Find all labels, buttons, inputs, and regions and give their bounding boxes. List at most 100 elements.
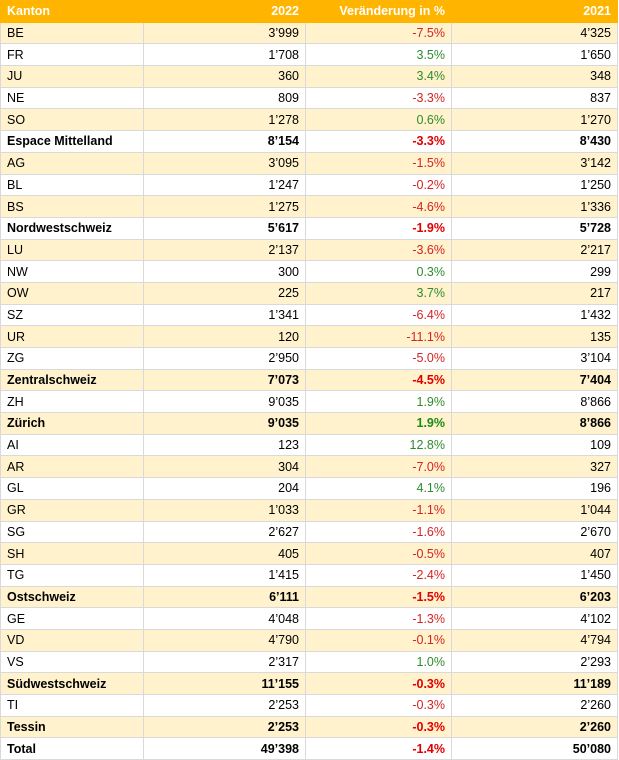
value-2021-cell: 11’189	[451, 672, 618, 695]
table-row: BL 1’247 -0.2% 1’250	[0, 173, 618, 197]
region-subtotal-row: Tessin 2’253 -0.3% 2’260	[0, 715, 618, 739]
kanton-cell: Südwestschweiz	[0, 672, 144, 695]
value-2022-cell: 123	[143, 433, 306, 457]
kanton-cell: NW	[0, 260, 144, 283]
change-cell: -0.3%	[305, 672, 452, 695]
change-cell: -0.1%	[305, 628, 452, 652]
table-row: TG 1’415 -2.4% 1’450	[0, 563, 618, 587]
change-cell: -1.5%	[305, 585, 452, 609]
kanton-cell: BL	[0, 173, 144, 197]
value-2022-cell: 2’627	[143, 520, 306, 544]
kanton-cell: AR	[0, 455, 144, 479]
change-cell: -4.5%	[305, 368, 452, 392]
change-cell: -1.4%	[305, 737, 452, 760]
kanton-cell: GE	[0, 607, 144, 630]
kanton-cell: Total	[0, 737, 144, 760]
value-2021-cell: 2’217	[451, 238, 618, 262]
value-2022-cell: 8’154	[143, 130, 306, 153]
value-2021-cell: 2’293	[451, 650, 618, 674]
value-2021-cell: 2’260	[451, 694, 618, 717]
table-row: AI 123 12.8% 109	[0, 433, 618, 457]
change-cell: -0.3%	[305, 715, 452, 739]
table-row: AG 3’095 -1.5% 3’142	[0, 151, 618, 175]
region-subtotal-row: Zentralschweiz 7’073 -4.5% 7’404	[0, 368, 618, 392]
kanton-cell: ZH	[0, 390, 144, 414]
value-2022-cell: 4’790	[143, 628, 306, 652]
header-change[interactable]: Veränderung in %	[305, 0, 452, 23]
change-cell: -3.3%	[305, 86, 452, 110]
table-row: GE 4’048 -1.3% 4’102	[0, 607, 618, 630]
change-cell: 3.4%	[305, 65, 452, 88]
table-row: VD 4’790 -0.1% 4’794	[0, 628, 618, 652]
table-row: TI 2’253 -0.3% 2’260	[0, 694, 618, 717]
value-2021-cell: 8’866	[451, 390, 618, 414]
table-row: NW 300 0.3% 299	[0, 260, 618, 283]
value-2022-cell: 1’033	[143, 498, 306, 522]
kanton-cell: Nordwestschweiz	[0, 216, 144, 240]
value-2021-cell: 50’080	[451, 737, 618, 760]
change-cell: 0.6%	[305, 108, 452, 132]
kanton-cell: SG	[0, 520, 144, 544]
kanton-cell: Zentralschweiz	[0, 368, 144, 392]
table-row: VS 2’317 1.0% 2’293	[0, 650, 618, 674]
header-2021[interactable]: 2021	[451, 0, 618, 23]
value-2021-cell: 407	[451, 542, 618, 565]
table-row: ZG 2’950 -5.0% 3’104	[0, 347, 618, 370]
value-2022-cell: 405	[143, 542, 306, 565]
region-subtotal-row: Zürich 9’035 1.9% 8’866	[0, 412, 618, 435]
kanton-cell: BE	[0, 21, 144, 45]
change-cell: -1.1%	[305, 498, 452, 522]
region-subtotal-row: Ostschweiz 6’111 -1.5% 6’203	[0, 585, 618, 609]
value-2022-cell: 49’398	[143, 737, 306, 760]
table-row: GL 204 4.1% 196	[0, 477, 618, 500]
value-2021-cell: 3’104	[451, 347, 618, 370]
table-row: JU 360 3.4% 348	[0, 65, 618, 88]
change-cell: 3.7%	[305, 281, 452, 305]
value-2022-cell: 809	[143, 86, 306, 110]
header-kanton[interactable]: Kanton	[0, 0, 144, 23]
value-2021-cell: 1’650	[451, 43, 618, 67]
value-2022-cell: 2’137	[143, 238, 306, 262]
value-2022-cell: 1’415	[143, 563, 306, 587]
value-2021-cell: 5’728	[451, 216, 618, 240]
kanton-cell: LU	[0, 238, 144, 262]
value-2022-cell: 204	[143, 477, 306, 500]
header-2022[interactable]: 2022	[143, 0, 306, 23]
kanton-cell: ZG	[0, 347, 144, 370]
kanton-cell: Zürich	[0, 412, 144, 435]
change-cell: 0.3%	[305, 260, 452, 283]
change-cell: -11.1%	[305, 325, 452, 348]
value-2021-cell: 3’142	[451, 151, 618, 175]
change-cell: -0.2%	[305, 173, 452, 197]
kanton-cell: AG	[0, 151, 144, 175]
change-cell: 1.9%	[305, 390, 452, 414]
value-2022-cell: 9’035	[143, 390, 306, 414]
value-2022-cell: 2’253	[143, 715, 306, 739]
kanton-cell: OW	[0, 281, 144, 305]
value-2021-cell: 196	[451, 477, 618, 500]
table-row: OW 225 3.7% 217	[0, 281, 618, 305]
value-2022-cell: 1’708	[143, 43, 306, 67]
value-2021-cell: 217	[451, 281, 618, 305]
header-row: Kanton 2022 Veränderung in % 2021	[0, 0, 618, 23]
value-2021-cell: 8’866	[451, 412, 618, 435]
kanton-cell: Ostschweiz	[0, 585, 144, 609]
value-2022-cell: 1’247	[143, 173, 306, 197]
kanton-cell: AI	[0, 433, 144, 457]
change-cell: -6.4%	[305, 303, 452, 327]
change-cell: -3.3%	[305, 130, 452, 153]
kanton-cell: GR	[0, 498, 144, 522]
change-cell: 1.9%	[305, 412, 452, 435]
value-2022-cell: 2’950	[143, 347, 306, 370]
value-2021-cell: 327	[451, 455, 618, 479]
value-2022-cell: 1’278	[143, 108, 306, 132]
value-2021-cell: 109	[451, 433, 618, 457]
kanton-cell: TG	[0, 563, 144, 587]
value-2022-cell: 2’317	[143, 650, 306, 674]
kanton-cell: FR	[0, 43, 144, 67]
value-2021-cell: 1’270	[451, 108, 618, 132]
value-2022-cell: 300	[143, 260, 306, 283]
table-row: NE 809 -3.3% 837	[0, 86, 618, 110]
value-2022-cell: 225	[143, 281, 306, 305]
change-cell: 4.1%	[305, 477, 452, 500]
